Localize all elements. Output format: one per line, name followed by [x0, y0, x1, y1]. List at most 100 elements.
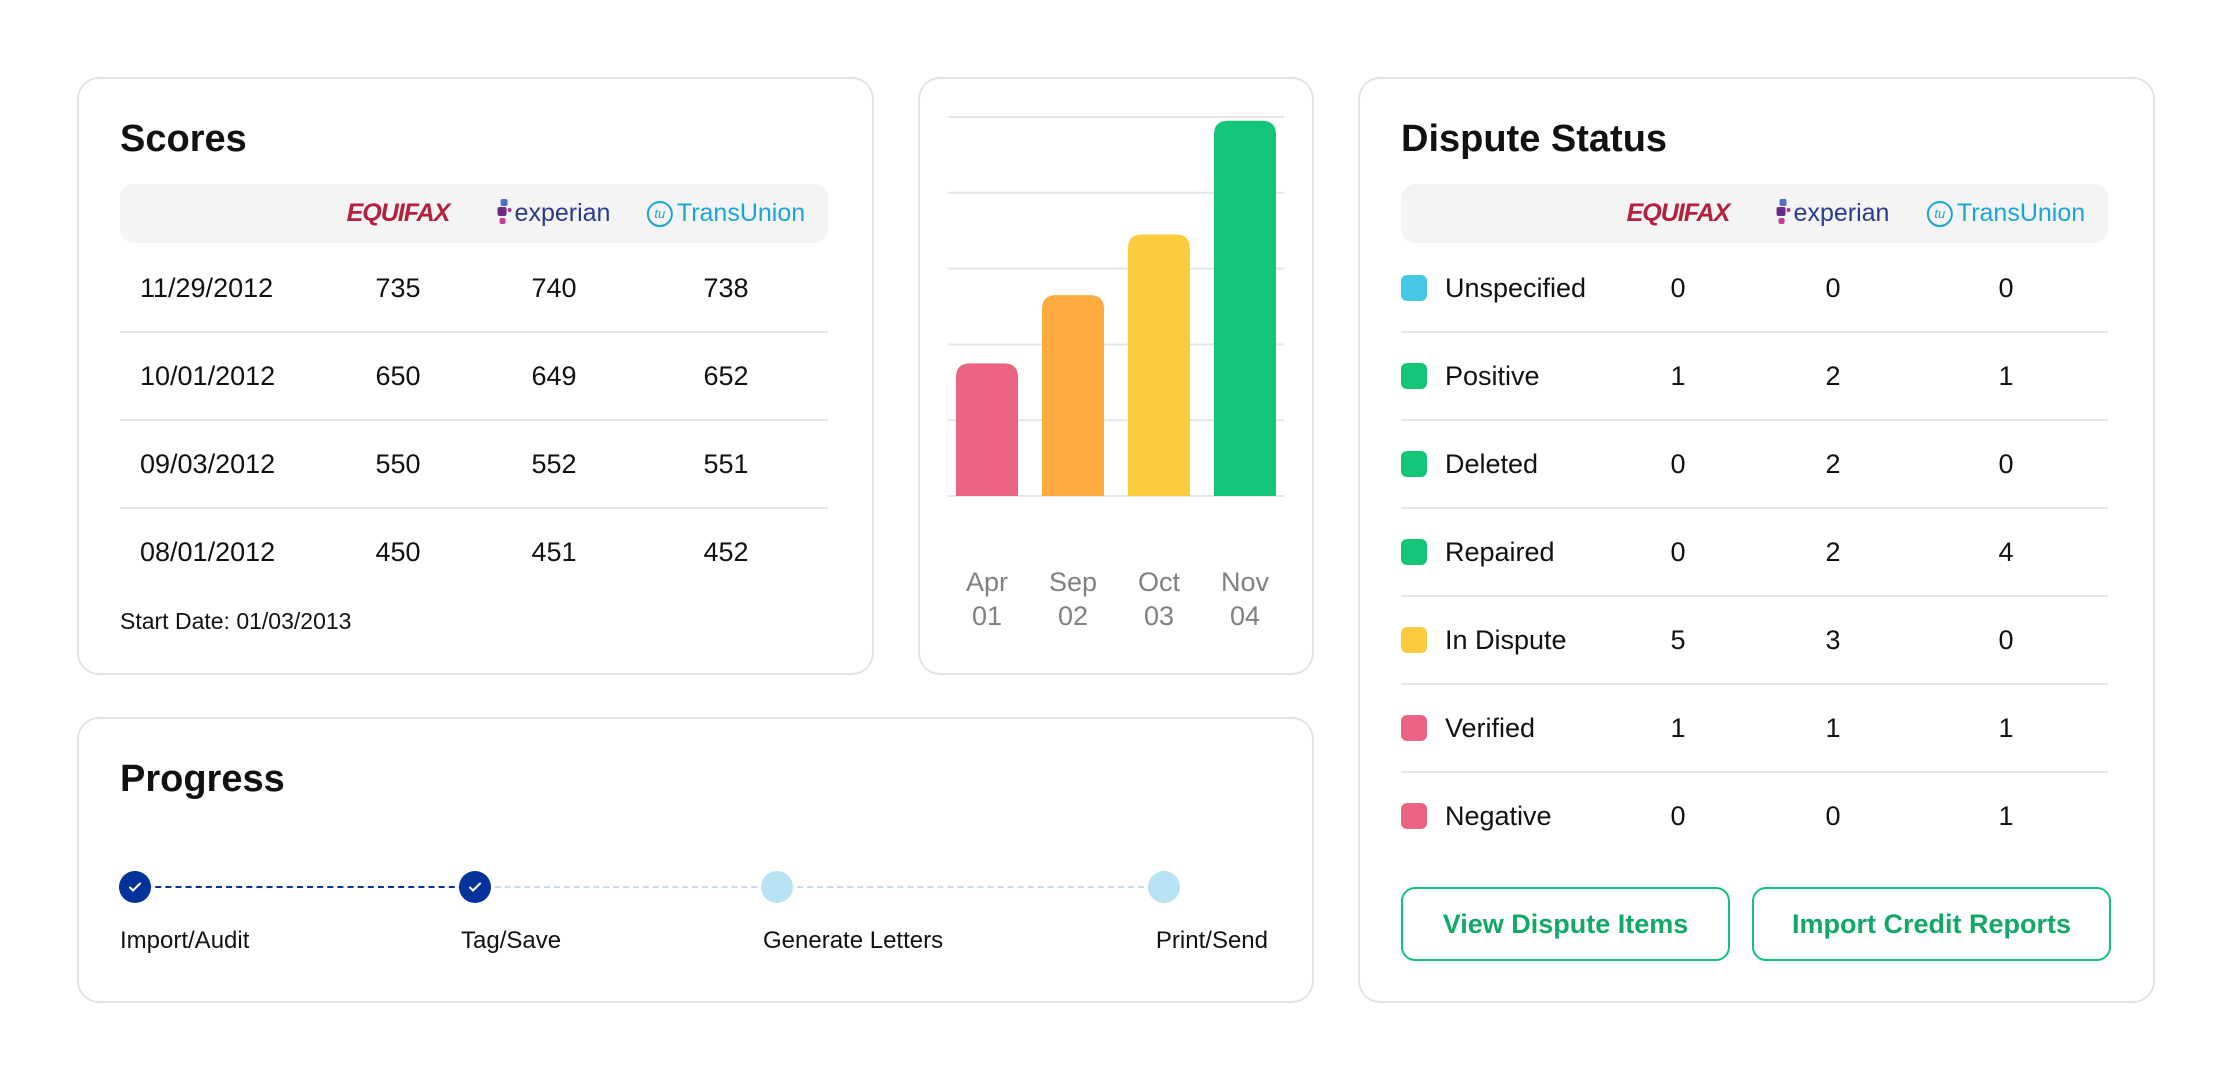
- x-tick-month: Nov: [1220, 567, 1269, 597]
- scores-header: EQUIFAX experian tu TransUnion: [120, 184, 828, 243]
- x-tick-day: 02: [1057, 601, 1089, 631]
- score-row: 11/29/2012 735 740 738: [120, 244, 828, 332]
- step-label: Print/Send: [1155, 927, 1268, 954]
- transunion-logo: tu TransUnion: [646, 184, 806, 243]
- dispute-row: Verified 1 1 1: [1401, 684, 2108, 772]
- dispute-row: Unspecified 0 0 0: [1401, 244, 2108, 332]
- x-tick-label: Nov 04: [1205, 565, 1285, 633]
- experian-dots-icon: [1776, 198, 1791, 229]
- row-divider: [120, 507, 828, 509]
- import-credit-reports-button[interactable]: Import Credit Reports: [1752, 887, 2111, 961]
- status-label: Repaired: [1445, 536, 1555, 567]
- step-connector: [135, 886, 475, 888]
- dispute-row: In Dispute 5 3 0: [1401, 596, 2108, 684]
- count-equifax: 0: [1670, 800, 1686, 831]
- experian-dots-icon: [497, 198, 512, 229]
- count-transunion: 1: [1998, 712, 2014, 743]
- step-pending-indicator: [761, 871, 793, 903]
- x-tick-label: Apr 01: [947, 565, 1027, 633]
- experian-logo: experian: [497, 184, 611, 243]
- score-equifax: 450: [375, 536, 421, 567]
- score-equifax: 650: [375, 360, 421, 391]
- row-divider: [1401, 419, 2108, 421]
- row-divider: [120, 419, 828, 421]
- status-color-swatch: [1401, 275, 1427, 301]
- status-label: Positive: [1445, 360, 1540, 391]
- score-equifax: 550: [375, 448, 421, 479]
- row-divider: [1401, 771, 2108, 773]
- count-experian: 0: [1825, 800, 1841, 831]
- row-divider: [1401, 507, 2108, 509]
- score-experian: 552: [531, 448, 577, 479]
- step-done-indicator: [119, 871, 151, 903]
- score-experian: 451: [531, 536, 577, 567]
- count-transunion: 4: [1998, 536, 2014, 567]
- score-equifax: 735: [375, 272, 421, 303]
- score-date: 10/01/2012: [140, 360, 276, 391]
- transunion-wordmark: TransUnion: [1956, 199, 2086, 227]
- progress-title: Progress: [120, 758, 285, 800]
- view-dispute-items-button[interactable]: View Dispute Items: [1401, 887, 1730, 961]
- row-divider: [120, 331, 828, 333]
- score-date: 09/03/2012: [140, 448, 276, 479]
- score-experian: 740: [531, 272, 577, 303]
- status-label: In Dispute: [1445, 624, 1567, 655]
- score-experian: 649: [531, 360, 577, 391]
- checkmark-icon: [469, 882, 481, 892]
- status-label: Negative: [1445, 800, 1552, 831]
- transunion-mark-icon: tu: [646, 200, 673, 227]
- experian-logo: experian: [1776, 184, 1890, 243]
- status-color-swatch: [1401, 363, 1427, 389]
- count-experian: 1: [1825, 712, 1841, 743]
- count-transunion: 0: [1998, 624, 2014, 655]
- score-transunion: 452: [703, 536, 749, 567]
- count-equifax: 0: [1670, 272, 1686, 303]
- dispute-header: EQUIFAX experian tu TransUnion: [1401, 184, 2108, 243]
- score-row: 08/01/2012 450 451 452: [120, 508, 828, 596]
- transunion-logo: tu TransUnion: [1926, 184, 2086, 243]
- x-tick-month: Sep: [1048, 567, 1098, 597]
- score-transunion: 738: [703, 272, 749, 303]
- x-tick-month: Oct: [1137, 567, 1180, 597]
- dispute-row: Deleted 0 2 0: [1401, 420, 2108, 508]
- transunion-wordmark: TransUnion: [676, 199, 806, 227]
- count-transunion: 1: [1998, 800, 2014, 831]
- x-tick-day: 03: [1143, 601, 1175, 631]
- x-tick-label: Oct 03: [1119, 565, 1199, 633]
- experian-wordmark: experian: [1793, 199, 1890, 227]
- progress-card: [77, 717, 1314, 1003]
- row-divider: [1401, 683, 2108, 685]
- status-color-swatch: [1401, 539, 1427, 565]
- status-color-swatch: [1401, 451, 1427, 477]
- equifax-logo: EQUIFAX: [346, 199, 451, 227]
- equifax-logo: EQUIFAX: [1626, 199, 1731, 227]
- score-date: 11/29/2012: [140, 272, 274, 303]
- status-color-swatch: [1401, 803, 1427, 829]
- count-equifax: 0: [1670, 536, 1686, 567]
- step-pending-indicator: [1148, 871, 1180, 903]
- step-label: Tag/Save: [461, 927, 562, 954]
- status-color-swatch: [1401, 627, 1427, 653]
- step-connector: [475, 886, 777, 888]
- count-experian: 2: [1825, 448, 1841, 479]
- x-tick-label: Sep 02: [1033, 565, 1113, 633]
- count-transunion: 1: [1998, 360, 2014, 391]
- status-color-swatch: [1401, 715, 1427, 741]
- score-row: 09/03/2012 550 552 551: [120, 420, 828, 508]
- count-experian: 3: [1825, 624, 1841, 655]
- score-row: 10/01/2012 650 649 652: [120, 332, 828, 420]
- count-equifax: 5: [1670, 624, 1686, 655]
- count-experian: 2: [1825, 360, 1841, 391]
- step-label: Import/Audit: [120, 927, 250, 954]
- scores-card: [77, 77, 874, 675]
- count-equifax: 1: [1670, 712, 1686, 743]
- dispute-status-title: Dispute Status: [1401, 118, 1668, 160]
- status-label: Deleted: [1445, 448, 1539, 479]
- score-transunion: 652: [703, 360, 749, 391]
- dispute-row: Repaired 0 2 4: [1401, 508, 2108, 596]
- x-tick-day: 04: [1229, 601, 1261, 631]
- count-equifax: 1: [1670, 360, 1686, 391]
- count-transunion: 0: [1998, 448, 2014, 479]
- experian-wordmark: experian: [514, 199, 611, 227]
- start-date: Start Date: 01/03/2013: [120, 608, 352, 634]
